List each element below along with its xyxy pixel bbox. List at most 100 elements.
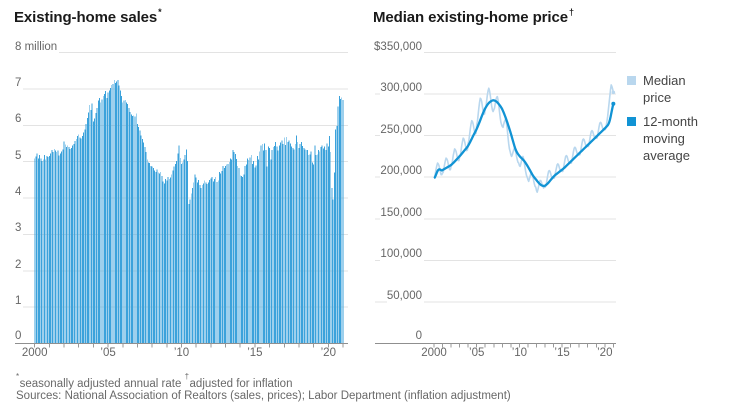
sales-bar [168,179,170,344]
sales-bar [63,141,65,344]
sales-bar [94,118,96,344]
sales-bar [37,158,39,344]
moving-average-line [433,99,615,188]
sales-bar [146,159,148,344]
sales-bar [74,140,76,344]
sales-bar [278,145,280,344]
moving-average-end-dot [611,101,616,106]
sales-bar [253,160,255,344]
sales-bar [185,149,187,344]
sales-x-tick-label: ’20 [320,347,336,359]
sales-bar [255,165,257,344]
sales-bar [163,183,165,344]
sales-x-tick-label: 2000 [21,347,48,359]
sales-bar [275,141,277,344]
sales-bar [291,146,293,344]
sales-bar [70,147,72,344]
sales-bar [327,146,329,344]
sales-bar [69,148,71,344]
sales-bar [150,165,152,344]
sales-bar [64,144,66,344]
price-y-tick-label: 150,000 [380,206,424,220]
sales-bar [134,116,136,344]
sales-bar [204,180,206,344]
sales-bar [287,141,289,344]
sales-bar [139,130,141,344]
sales-bar [272,147,274,344]
sales-bar [50,153,52,344]
sales-bar [90,109,92,344]
sales-bar [47,156,49,344]
sales-bar [228,161,230,344]
sales-bar [62,149,64,344]
sales-bar [247,158,249,344]
sales-bar [173,166,175,344]
sales-bar [144,147,146,344]
sales-bar [72,145,74,344]
sales-bar [133,115,135,344]
sales-bar [225,165,226,344]
sales-bar [244,165,246,344]
sales-bar [188,203,190,344]
sales-bar [107,92,109,344]
sales-bar [261,144,263,344]
sales-bar [259,151,261,344]
sales-bar [189,199,191,344]
sales-bar [165,179,167,344]
sales-bar [99,97,100,344]
sales-bar [269,147,271,344]
sales-bar [232,149,234,344]
sales-bar [57,150,59,344]
sales-bar [155,171,157,344]
sales-bar [187,160,189,344]
sales-bar [309,154,311,344]
sales-bar [190,193,192,344]
sales-bar [199,184,201,344]
sales-bar [114,83,116,344]
sales-y-tick-label: 0 [15,329,24,343]
sales-bar [45,159,47,344]
sales-bar [322,148,324,344]
sales-bar [96,107,98,344]
price-legend: Median price 12-month moving average [627,72,715,164]
sales-bar [292,147,294,344]
sales-bar [112,83,114,344]
sales-bar [231,159,233,344]
sales-bar [285,144,286,344]
sales-chart-title: Existing-home sales* [14,7,162,26]
price-x-tick-label: ’15 [554,347,570,359]
sales-bar [304,149,306,344]
sales-bar [216,181,218,344]
sales-bar [300,141,302,344]
sales-bar [298,147,300,344]
sales-bar [315,155,317,344]
sales-bar [302,145,304,344]
sales-bar [116,81,118,344]
sales-bar [34,158,36,344]
sales-bar [80,138,82,344]
sales-bar [106,97,108,344]
sales-y-tick-label: 1 [15,295,24,309]
sales-bar [220,173,222,344]
sales-bar [215,176,217,344]
sales-bar [242,176,244,344]
sales-bar [61,151,63,344]
sales-bar [210,178,212,344]
sales-bar [320,147,322,344]
sales-bar [53,148,55,344]
sales-bar [79,137,81,344]
sales-bar [44,155,45,344]
sales-bar [267,146,269,344]
price-x-tick-label: ’05 [469,347,485,359]
sales-bar [177,153,179,344]
sales-bar [193,182,195,344]
sales-bar [319,151,321,344]
sales-bar [39,155,41,344]
sales-bar [102,96,104,344]
sales-bar [140,135,142,344]
price-y-tick-label: 300,000 [380,82,424,96]
legend-label-moving-average: 12-month moving average [643,114,698,163]
legend-item-moving-average: 12-month moving average [627,113,715,164]
price-y-tick-label: 200,000 [380,165,424,179]
footnote-line: *seasonally adjusted annual rate †adjust… [16,372,293,390]
